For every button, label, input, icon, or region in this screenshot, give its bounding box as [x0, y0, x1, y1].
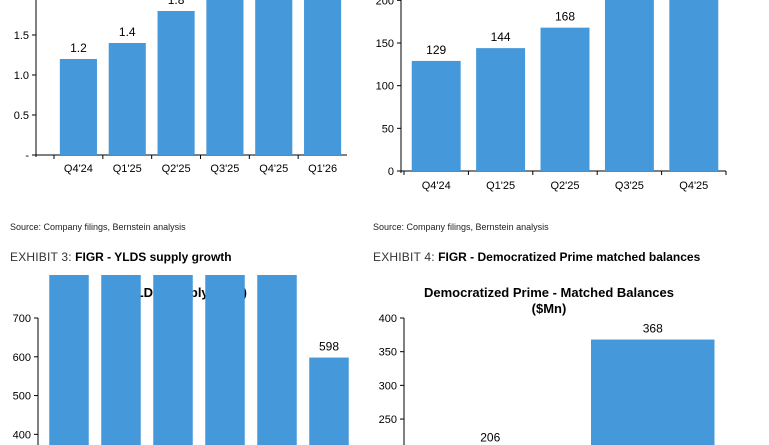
chart-title: ($Mn) — [532, 301, 567, 316]
bar — [591, 339, 715, 445]
exhibit-number: EXHIBIT 4: — [373, 250, 435, 264]
data-label: 1.4 — [119, 25, 136, 39]
y-tick-label: 500 — [13, 391, 31, 403]
y-tick-label: 700 — [13, 313, 31, 325]
data-label: 368 — [643, 322, 663, 336]
y-tick-label: 1.5 — [14, 30, 29, 42]
exhibit-3-heading: EXHIBIT 3: FIGR - YLDS supply growth — [10, 250, 232, 264]
x-tick-label: Q4'25 — [679, 180, 708, 192]
y-tick-label: 1.0 — [14, 70, 29, 82]
x-tick-label: Q1'25 — [486, 180, 515, 192]
y-tick-label: 350 — [379, 347, 397, 359]
y-tick-label: 2.0 — [14, 0, 29, 2]
data-label: 598 — [319, 340, 339, 354]
y-tick-label: 50 — [382, 123, 394, 135]
bar — [153, 275, 193, 445]
data-label: 1.8 — [168, 0, 185, 7]
y-tick-label: 0.5 — [14, 110, 29, 122]
chart-bottom-right: Democratized Prime - Matched Balances($M… — [379, 285, 715, 445]
chart-top-left: - 0.5 1.0 1.5 2.0 1.2 Q4'24 1.4 Q1'25 1.8 Q2'25 Q3'… — [14, 0, 347, 175]
y-tick-label: 100 — [376, 81, 394, 93]
x-tick-label: Q1'25 — [113, 163, 142, 175]
bar — [669, 0, 719, 171]
x-tick-label: Q3'25 — [210, 163, 239, 175]
x-tick-label: Q2'25 — [550, 180, 579, 192]
source-note-right: Source: Company filings, Bernstein analy… — [373, 222, 549, 232]
bar — [206, 0, 244, 155]
chart-title: Democratized Prime - Matched Balances — [424, 285, 674, 300]
y-tick-label: 400 — [13, 429, 31, 441]
x-tick-label: Q4'24 — [422, 180, 451, 192]
data-label: 206 — [480, 431, 500, 445]
bar — [411, 60, 461, 171]
x-tick-label: Q2'25 — [162, 163, 191, 175]
bar — [49, 275, 89, 445]
bar — [101, 275, 141, 445]
x-tick-label: Q4'25 — [259, 163, 288, 175]
y-tick-label: 300 — [379, 380, 397, 392]
bar — [304, 0, 342, 155]
bar — [205, 275, 245, 445]
data-label: 129 — [426, 43, 446, 57]
x-tick-label: Q3'25 — [615, 180, 644, 192]
y-tick-label: 0 — [388, 166, 394, 178]
bar — [59, 59, 97, 155]
exhibit-title: FIGR - YLDS supply growth — [75, 250, 232, 264]
data-label: 1.2 — [70, 41, 87, 55]
y-tick-label: 200 — [376, 0, 394, 7]
bar — [108, 43, 146, 155]
y-tick-label: 250 — [379, 414, 397, 426]
bar — [257, 275, 297, 445]
exhibit-4-heading: EXHIBIT 4: FIGR - Democratized Prime mat… — [373, 250, 700, 264]
x-tick-label: Q1'26 — [308, 163, 337, 175]
y-tick-label: 600 — [13, 352, 31, 364]
x-tick-label: Q4'24 — [64, 163, 93, 175]
data-label: 168 — [555, 10, 575, 24]
y-tick-label: 150 — [376, 38, 394, 50]
exhibit-title: FIGR - Democratized Prime matched balanc… — [438, 250, 701, 264]
bar — [309, 357, 349, 445]
source-note-left: Source: Company filings, Bernstein analy… — [10, 222, 186, 232]
bar — [157, 11, 195, 155]
y-tick-label: - — [25, 150, 29, 162]
data-label: 144 — [491, 30, 511, 44]
y-tick-label: 400 — [379, 313, 397, 325]
bar — [604, 0, 654, 171]
bar — [476, 48, 526, 172]
exhibit-number: EXHIBIT 3: — [10, 250, 72, 264]
bar — [540, 27, 590, 171]
chart-top-right: 0 50 100 150 200 129 Q4'24 144 Q1'25 168 Q2'25 Q3'2… — [376, 0, 727, 192]
bar — [255, 0, 293, 155]
